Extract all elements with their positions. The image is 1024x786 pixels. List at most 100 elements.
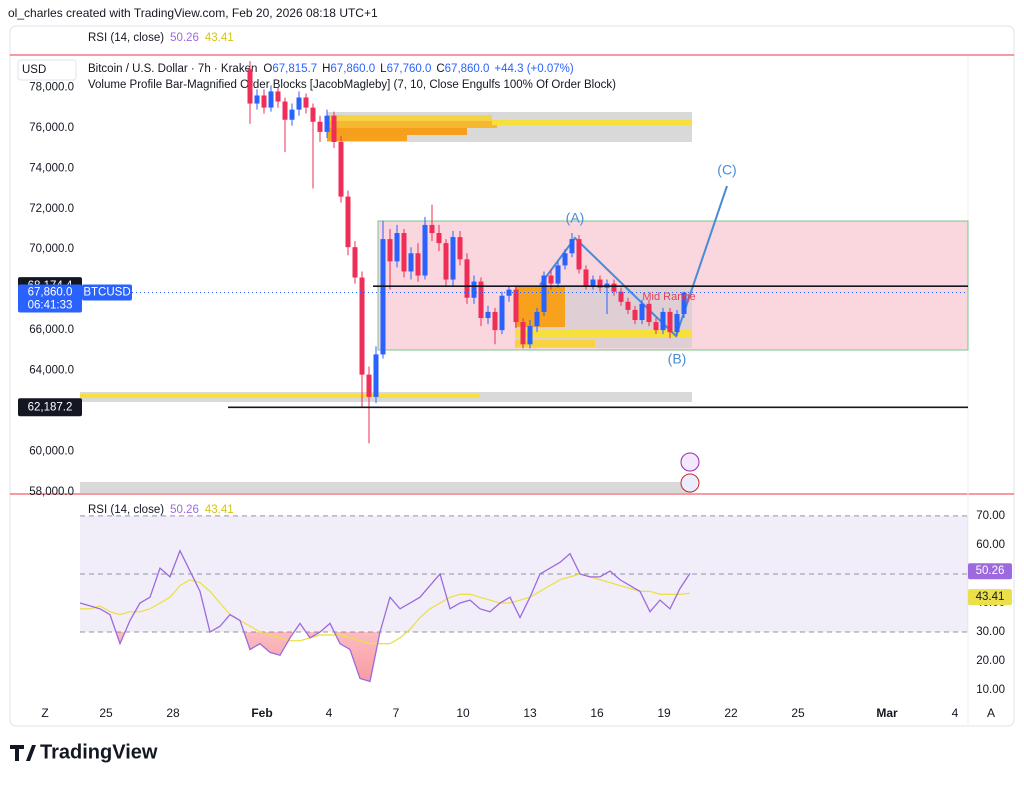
last-price-tag bbox=[18, 284, 82, 313]
candle-body bbox=[527, 326, 533, 345]
value-tag bbox=[968, 589, 1012, 606]
value-tag bbox=[968, 563, 1012, 580]
ohlc-key: C bbox=[436, 63, 444, 75]
rsi-value: 50.26 bbox=[170, 504, 199, 516]
candle-body bbox=[366, 374, 372, 397]
button[interactable]: A bbox=[987, 706, 995, 720]
candle-body bbox=[268, 91, 274, 108]
candle-body bbox=[415, 253, 421, 276]
candle-body bbox=[667, 311, 673, 333]
y-tick-label: 64,000.0 bbox=[29, 365, 74, 377]
candle-body bbox=[534, 311, 540, 327]
ohlc-key: H bbox=[322, 63, 330, 75]
candle-body bbox=[583, 269, 589, 286]
value-tag-label: 50.26 bbox=[976, 565, 1005, 577]
candle-body bbox=[660, 311, 666, 331]
value-tag-label: 43.41 bbox=[976, 591, 1005, 603]
y-tick-label: 58,000.0 bbox=[29, 486, 74, 498]
rsi-band bbox=[80, 515, 968, 633]
candle-body bbox=[611, 283, 617, 292]
currency-box[interactable] bbox=[17, 59, 77, 81]
candle-body bbox=[387, 239, 393, 262]
x-tick-label: Mar bbox=[876, 706, 898, 720]
candle-body bbox=[646, 303, 652, 323]
candle-body bbox=[261, 95, 267, 108]
candle-body bbox=[548, 275, 554, 284]
volume-bar bbox=[492, 120, 692, 125]
candle-body bbox=[471, 281, 477, 298]
symbol-tag bbox=[82, 284, 132, 301]
y-tick-label: 74,000.0 bbox=[29, 162, 74, 174]
candle-body bbox=[569, 239, 575, 254]
volume-bar bbox=[515, 340, 595, 347]
button[interactable]: Z bbox=[41, 706, 48, 720]
candle-body bbox=[359, 277, 365, 375]
symbol-legend: Bitcoin / U.S. Dollar · 7h · Kraken O67,8… bbox=[88, 63, 574, 75]
candle-body bbox=[520, 322, 526, 345]
candle-body bbox=[289, 109, 295, 120]
candle-body bbox=[618, 291, 624, 302]
x-tick-label: 13 bbox=[523, 706, 537, 720]
candle-body bbox=[485, 311, 491, 318]
candle-body bbox=[499, 295, 505, 331]
x-tick-label: 25 bbox=[791, 706, 805, 720]
candles bbox=[247, 61, 687, 444]
candle-body bbox=[513, 289, 519, 323]
x-tick-label: 25 bbox=[99, 706, 113, 720]
rsi-tick-label: 60.00 bbox=[976, 539, 1005, 551]
candle-body bbox=[373, 354, 379, 397]
order-block bbox=[80, 482, 692, 493]
y-tick-label: 78,000.0 bbox=[29, 81, 74, 93]
x-tick-label: Feb bbox=[251, 706, 272, 720]
ohlc-value: 67,860.0 bbox=[445, 63, 490, 75]
candle-body bbox=[331, 115, 337, 142]
candle-body bbox=[408, 253, 414, 272]
volume-bar bbox=[327, 128, 467, 135]
candle-body bbox=[296, 97, 302, 110]
candle-body bbox=[345, 196, 351, 248]
candle-body bbox=[394, 233, 400, 262]
y-tick-label: 60,000.0 bbox=[29, 446, 74, 458]
candle-body bbox=[380, 239, 386, 355]
ohlc-value: 67,815.7 bbox=[272, 63, 317, 75]
event-icon[interactable] bbox=[680, 452, 700, 472]
annotation: (C) bbox=[717, 162, 736, 178]
y-tick-label: 72,000.0 bbox=[29, 203, 74, 215]
currency: USD bbox=[22, 64, 46, 76]
rsi-legend: RSI (14, close) 50.26 43.41 bbox=[88, 504, 234, 516]
volume-bar bbox=[327, 121, 497, 128]
rsi-tick-label: 30.00 bbox=[976, 626, 1005, 638]
last-price-label: 67,860.0 bbox=[28, 287, 73, 299]
candle-body bbox=[303, 97, 309, 108]
indicator-legend: Volume Profile Bar-Magnified Order Block… bbox=[88, 79, 616, 91]
candle-body bbox=[674, 313, 680, 333]
candle-body bbox=[324, 115, 330, 132]
candle-body bbox=[625, 301, 631, 310]
chart-frame bbox=[9, 25, 1015, 727]
candle-body bbox=[247, 69, 253, 104]
candle-body bbox=[457, 237, 463, 260]
annotation: (A) bbox=[566, 210, 585, 226]
volume-bar bbox=[327, 115, 492, 121]
rsi-line bbox=[79, 549, 691, 683]
x-tick-label: 19 bbox=[657, 706, 671, 720]
symbol-title: Bitcoin / U.S. Dollar · 7h · Kraken bbox=[88, 63, 257, 75]
x-tick-label: 10 bbox=[456, 706, 470, 720]
x-tick-label: 4 bbox=[326, 706, 333, 720]
candle-body bbox=[275, 91, 281, 102]
x-tick-label: 16 bbox=[590, 706, 604, 720]
x-tick-label: 7 bbox=[393, 706, 400, 720]
x-tick-label: 4 bbox=[952, 706, 959, 720]
candle-body bbox=[492, 311, 498, 331]
rsi-title: RSI (14, close) bbox=[88, 504, 164, 516]
flag-icon[interactable] bbox=[680, 473, 700, 493]
ohlc-key: O bbox=[263, 63, 272, 75]
candle-body bbox=[597, 279, 603, 288]
level-tag bbox=[18, 398, 82, 417]
countdown: 06:41:33 bbox=[28, 300, 73, 312]
ohlc-value: 67,860.0 bbox=[330, 63, 375, 75]
rsi-ma-value: 43.41 bbox=[205, 32, 234, 44]
candle-body bbox=[422, 224, 428, 276]
